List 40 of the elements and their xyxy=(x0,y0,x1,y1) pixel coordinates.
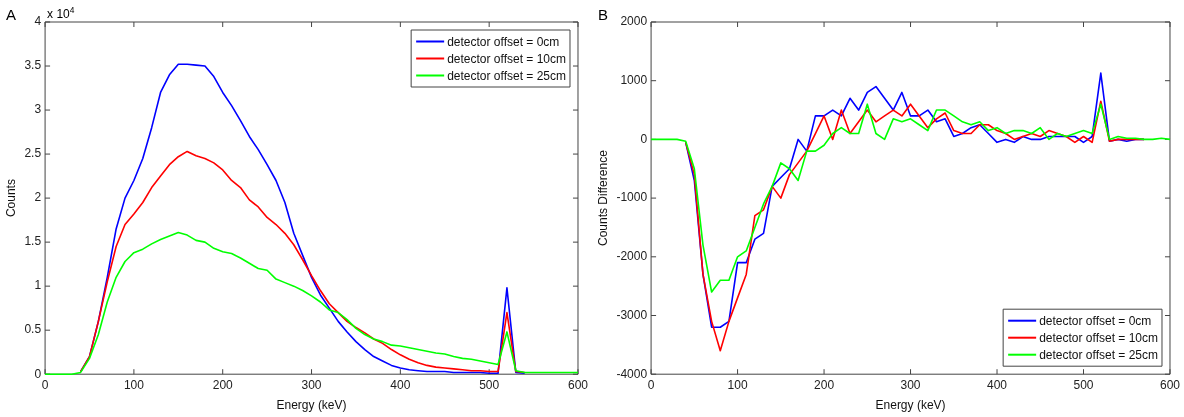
text: B xyxy=(598,6,609,23)
x-tick-label: 600 xyxy=(1159,377,1181,392)
y-tick-label: -2000 xyxy=(616,249,648,264)
x-tick-label: 600 xyxy=(567,377,589,392)
x-tick-label: 400 xyxy=(987,377,1008,392)
y-axis-title: Counts Difference xyxy=(595,149,610,247)
legend-label: detector offset = 0cm xyxy=(447,34,560,49)
y-tick-label: 2 xyxy=(34,190,42,205)
y-tick-label: -4000 xyxy=(616,366,648,381)
legend-label: detector offset = 25cm xyxy=(1039,348,1158,363)
y-tick-label: 2.5 xyxy=(24,146,42,161)
x-axis-title: Energy (keV) xyxy=(276,398,347,413)
y-tick-label: 4 xyxy=(34,14,42,29)
x-tick-label: 200 xyxy=(212,377,234,392)
y-tick-label: 0 xyxy=(640,131,648,146)
y-tick-label: -3000 xyxy=(616,307,648,322)
x-tick-label: 300 xyxy=(900,377,921,392)
legend-label: detector offset = 10cm xyxy=(447,51,566,66)
y-tick-label: 3.5 xyxy=(24,58,42,73)
y-tick-label: 1.5 xyxy=(24,234,42,249)
y-tick-label: 2000 xyxy=(620,14,648,29)
x-axis-title: Energy (keV) xyxy=(875,398,946,413)
x-tick-label: 300 xyxy=(301,377,322,392)
y-tick-label: 1000 xyxy=(620,73,648,88)
x-tick-label: 100 xyxy=(123,377,145,392)
legend-label: detector offset = 10cm xyxy=(1039,331,1158,346)
x-tick-label: 500 xyxy=(1073,377,1094,392)
y-tick-label: 1 xyxy=(34,278,42,293)
legend-label: detector offset = 25cm xyxy=(447,68,566,83)
y-tick-label: 3 xyxy=(34,102,42,117)
x-tick-label: 400 xyxy=(390,377,411,392)
x-tick-label: 500 xyxy=(479,377,500,392)
legend-label: detector offset = 0cm xyxy=(1039,314,1152,329)
text: A xyxy=(6,6,17,23)
x-tick-label: 100 xyxy=(727,377,748,392)
y-tick-label: 0.5 xyxy=(24,322,42,337)
y-tick-label: -1000 xyxy=(616,190,648,205)
y-axis-title: Counts xyxy=(3,179,18,218)
x-tick-label: 200 xyxy=(814,377,835,392)
y-tick-label: 0 xyxy=(34,366,42,381)
